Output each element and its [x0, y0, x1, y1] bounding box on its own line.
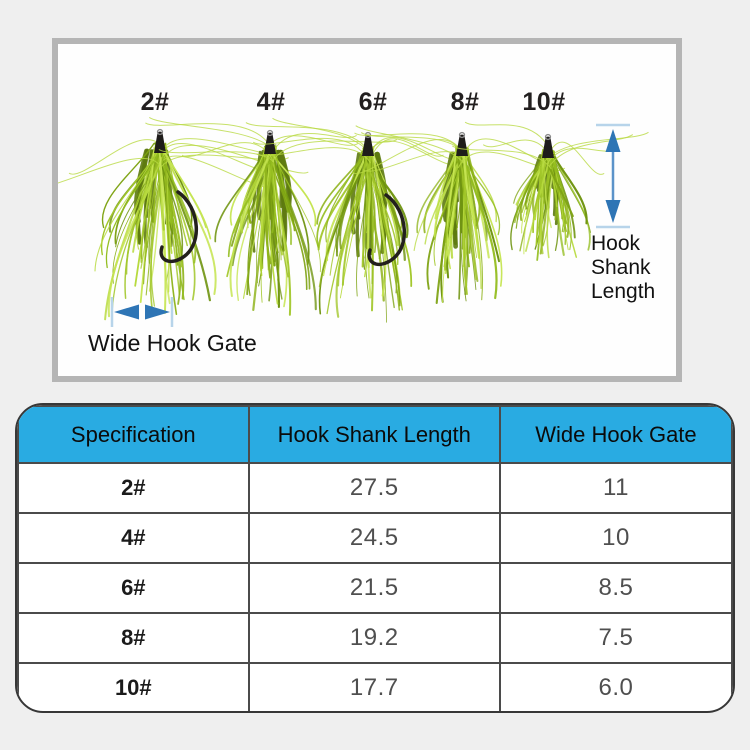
lure-size-label-4: 4# — [256, 88, 286, 116]
spec-cell: 2# — [17, 462, 250, 514]
table-row: 4# 24.5 10 — [17, 512, 733, 564]
gate-cell: 10 — [498, 512, 733, 564]
spec-cell: 10# — [17, 662, 250, 711]
lure-size-label-6: 6# — [358, 88, 388, 116]
lure-photo-panel: 2# 4# 6# 8# 10# Hook Shank Length Wide H… — [52, 38, 682, 382]
shank-cell: 17.7 — [247, 662, 501, 711]
spec-cell: 4# — [17, 512, 250, 564]
gate-cell: 6.0 — [498, 662, 733, 711]
gate-cell: 11 — [498, 462, 733, 514]
shank-cell: 19.2 — [247, 612, 501, 664]
wide-hook-gate-annotation: Wide Hook Gate — [88, 330, 257, 356]
header-hook-shank-length: Hook Shank Length — [247, 405, 501, 464]
table-row: 10# 17.7 6.0 — [17, 662, 733, 711]
shank-cell: 24.5 — [247, 512, 501, 564]
table-row: 8# 19.2 7.5 — [17, 612, 733, 664]
gate-cell: 7.5 — [498, 612, 733, 664]
feather-lures-illustration — [58, 116, 649, 327]
header-wide-hook-gate: Wide Hook Gate — [498, 405, 733, 464]
gate-cell: 8.5 — [498, 562, 733, 614]
spec-cell: 6# — [17, 562, 250, 614]
table-row: 6# 21.5 8.5 — [17, 562, 733, 614]
specification-table: Specification Hook Shank Length Wide Hoo… — [15, 403, 735, 713]
lure-size-label-10: 10# — [522, 88, 566, 116]
shank-cell: 21.5 — [247, 562, 501, 614]
lure-size-label-8: 8# — [450, 88, 480, 116]
lure-photo-inner: 2# 4# 6# 8# 10# Hook Shank Length Wide H… — [58, 44, 676, 376]
table-row: 2# 27.5 11 — [17, 462, 733, 514]
shank-cell: 27.5 — [247, 462, 501, 514]
spec-cell: 8# — [17, 612, 250, 664]
table-header-row: Specification Hook Shank Length Wide Hoo… — [17, 405, 733, 464]
header-specification: Specification — [17, 405, 250, 464]
lure-size-label-2: 2# — [140, 88, 170, 116]
hook-shank-length-annotation: Hook Shank Length — [591, 232, 656, 303]
